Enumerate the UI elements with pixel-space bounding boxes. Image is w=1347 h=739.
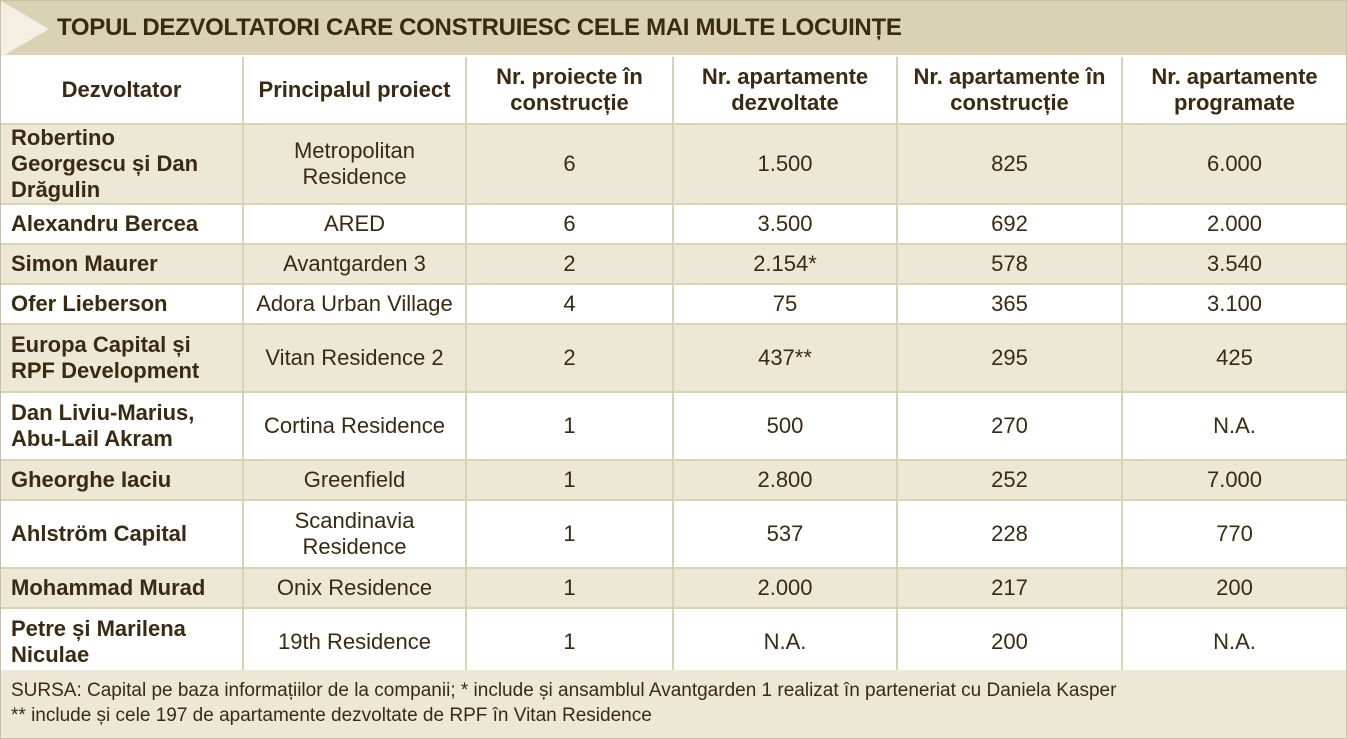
cell-developed: 500	[673, 392, 898, 461]
header-apartamente-constructie: Nr. apartamente în construcție	[897, 57, 1123, 125]
cell-project: Scandinavia Residence	[243, 500, 467, 569]
cell-developed: 2.154*	[673, 244, 898, 285]
cell-developer: Mohammad Murad	[1, 568, 244, 609]
table-row: Ofer Lieberson Adora Urban Village 4 75 …	[1, 284, 1346, 325]
cell-planned: 7.000	[1122, 460, 1346, 501]
cell-developed: 3.500	[673, 204, 898, 245]
table-header-row: Dezvoltator Principalul proiect Nr. proi…	[1, 57, 1346, 125]
cell-under-construction: 825	[897, 124, 1123, 205]
cell-project: Onix Residence	[243, 568, 467, 609]
cell-developer: Alexandru Bercea	[1, 204, 244, 245]
cell-project: Adora Urban Village	[243, 284, 467, 325]
table-row: Ahlström Capital Scandinavia Residence 1…	[1, 500, 1346, 569]
cell-planned: N.A.	[1122, 608, 1346, 677]
cell-developer: Simon Maurer	[1, 244, 244, 285]
cell-under-construction: 217	[897, 568, 1123, 609]
table-row: Dan Liviu-Marius, Abu-Lail Akram Cortina…	[1, 392, 1346, 461]
cell-project: Greenfield	[243, 460, 467, 501]
page-title: TOPUL DEZVOLTATORI CARE CONSTRUIESC CELE…	[57, 14, 902, 41]
table-row: Alexandru Bercea ARED 6 3.500 692 2.000	[1, 204, 1346, 245]
cell-project: ARED	[243, 204, 467, 245]
cell-under-construction: 200	[897, 608, 1123, 677]
cell-projects-count: 1	[466, 568, 674, 609]
developers-table: Dezvoltator Principalul proiect Nr. proi…	[1, 57, 1346, 677]
cell-projects-count: 1	[466, 500, 674, 569]
cell-developer: Ahlström Capital	[1, 500, 244, 569]
table-row: Gheorghe Iaciu Greenfield 1 2.800 252 7.…	[1, 460, 1346, 501]
cell-planned: 3.540	[1122, 244, 1346, 285]
table-row: Simon Maurer Avantgarden 3 2 2.154* 578 …	[1, 244, 1346, 285]
cell-planned: 6.000	[1122, 124, 1346, 205]
cell-planned: 425	[1122, 324, 1346, 393]
cell-under-construction: 365	[897, 284, 1123, 325]
title-bar: TOPUL DEZVOLTATORI CARE CONSTRUIESC CELE…	[1, 1, 1346, 57]
source-line: SURSA: Capital pe baza informațiilor de …	[11, 680, 1117, 701]
header-apartamente-dezvoltate: Nr. apartamente dezvoltate	[673, 57, 898, 125]
cell-under-construction: 252	[897, 460, 1123, 501]
cell-planned: 3.100	[1122, 284, 1346, 325]
table-row: Mohammad Murad Onix Residence 1 2.000 21…	[1, 568, 1346, 609]
footnote-line: ** include și cele 197 de apartamente de…	[11, 705, 652, 726]
cell-projects-count: 1	[466, 608, 674, 677]
cell-developed: 2.800	[673, 460, 898, 501]
cell-project: Cortina Residence	[243, 392, 467, 461]
cell-projects-count: 6	[466, 204, 674, 245]
table-row: Robertino Georgescu și Dan Drăgulin Metr…	[1, 124, 1346, 205]
cell-project: Avantgarden 3	[243, 244, 467, 285]
cell-planned: 2.000	[1122, 204, 1346, 245]
source-footnote: SURSA: Capital pe baza informațiilor de …	[1, 670, 1346, 738]
title-arrow-icon	[1, 1, 49, 57]
cell-projects-count: 6	[466, 124, 674, 205]
cell-developer: Robertino Georgescu și Dan Drăgulin	[1, 124, 244, 205]
cell-under-construction: 295	[897, 324, 1123, 393]
cell-developed: 437**	[673, 324, 898, 393]
cell-under-construction: 270	[897, 392, 1123, 461]
header-dezvoltator: Dezvoltator	[1, 57, 244, 125]
cell-developer: Ofer Lieberson	[1, 284, 244, 325]
header-principalul-proiect: Principalul proiect	[243, 57, 467, 125]
cell-projects-count: 4	[466, 284, 674, 325]
cell-developed: 75	[673, 284, 898, 325]
cell-projects-count: 2	[466, 244, 674, 285]
cell-developed: 1.500	[673, 124, 898, 205]
header-apartamente-programate: Nr. apartamente programate	[1122, 57, 1346, 125]
cell-under-construction: 578	[897, 244, 1123, 285]
cell-developed: 2.000	[673, 568, 898, 609]
cell-planned: 770	[1122, 500, 1346, 569]
table-row: Europa Capital și RPF Development Vitan …	[1, 324, 1346, 393]
cell-developer: Dan Liviu-Marius, Abu-Lail Akram	[1, 392, 244, 461]
cell-under-construction: 692	[897, 204, 1123, 245]
cell-projects-count: 2	[466, 324, 674, 393]
cell-under-construction: 228	[897, 500, 1123, 569]
cell-planned: N.A.	[1122, 392, 1346, 461]
cell-project: 19th Residence	[243, 608, 467, 677]
cell-developer: Europa Capital și RPF Development	[1, 324, 244, 393]
cell-developed: 537	[673, 500, 898, 569]
cell-projects-count: 1	[466, 392, 674, 461]
cell-developed: N.A.	[673, 608, 898, 677]
table-row: Petre și Marilena Niculae 19th Residence…	[1, 608, 1346, 677]
cell-projects-count: 1	[466, 460, 674, 501]
cell-developer: Gheorghe Iaciu	[1, 460, 244, 501]
cell-planned: 200	[1122, 568, 1346, 609]
header-nr-proiecte: Nr. proiecte în construcție	[466, 57, 674, 125]
cell-developer: Petre și Marilena Niculae	[1, 608, 244, 677]
cell-project: Vitan Residence 2	[243, 324, 467, 393]
cell-project: Metropolitan Residence	[243, 124, 467, 205]
